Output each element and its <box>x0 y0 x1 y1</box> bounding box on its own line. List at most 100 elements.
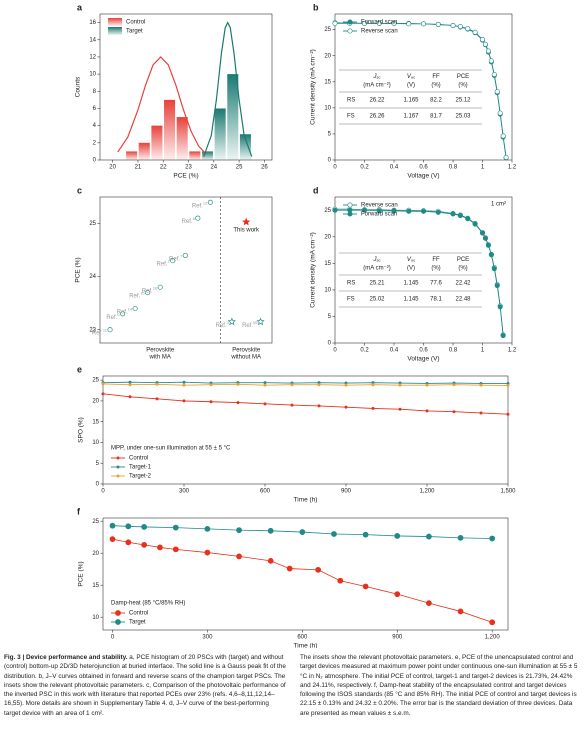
table-header: Jsc <box>373 257 381 263</box>
marker <box>263 381 267 385</box>
histogram-bar <box>189 151 201 160</box>
marker <box>398 383 402 387</box>
marker <box>317 404 321 408</box>
point-label: Ref.2 <box>156 259 170 268</box>
x-tick-label: 1,500 <box>500 489 516 495</box>
marker <box>452 410 456 414</box>
legend-label: Control <box>129 456 148 462</box>
ref-number: 55 <box>253 320 258 325</box>
ref-number: 4 <box>227 320 230 325</box>
marker <box>376 208 382 214</box>
marker <box>500 133 506 139</box>
x-tick-label: 0.2 <box>360 165 369 171</box>
header-symbol: V <box>407 257 412 263</box>
category-label: Perovskite <box>232 348 261 354</box>
marker <box>435 21 441 27</box>
marker <box>347 202 353 208</box>
x-tick-label: 0 <box>333 165 337 171</box>
table-header-unit: (mA cm⁻²) <box>363 83 391 89</box>
ref-number: 16 <box>153 285 158 290</box>
y-tick-label: 10 <box>324 105 331 111</box>
series-line <box>335 22 507 158</box>
marker <box>488 252 494 258</box>
marker <box>491 71 497 77</box>
marker <box>371 406 375 410</box>
y-tick-label: 5 <box>328 314 332 320</box>
marker <box>361 20 367 26</box>
table-header-unit: (%) <box>431 83 440 89</box>
star-marker <box>227 317 236 326</box>
table-header-unit: (mA cm⁻²) <box>363 266 391 272</box>
marker <box>109 522 116 529</box>
caption-title: Fig. 3 | Device performance and stabilit… <box>4 654 128 661</box>
marker <box>315 566 322 573</box>
marker <box>491 266 497 272</box>
series-line <box>112 525 493 539</box>
marker <box>479 37 485 43</box>
y-tick-label: 15 <box>324 79 331 85</box>
marker <box>116 474 120 478</box>
y-tick-label: 0 <box>96 482 100 488</box>
point-label: Ref.55 <box>242 320 258 329</box>
x-axis-label: Voltage (V) <box>407 173 439 180</box>
marker <box>207 199 213 205</box>
marker <box>344 383 348 387</box>
marker <box>116 465 120 469</box>
x-tick-label: 25 <box>236 165 243 171</box>
marker <box>157 544 163 551</box>
y-tick-label: 25 <box>89 221 96 227</box>
point-label: Ref.14 <box>117 307 133 316</box>
ref-number: 6 <box>117 312 120 317</box>
ref-number: 7 <box>180 253 183 258</box>
y-tick-label: 20 <box>92 551 99 557</box>
table-cell: 25.12 <box>455 98 471 104</box>
x-tick-label: 1.2 <box>508 165 517 171</box>
marker <box>506 384 510 388</box>
marker <box>465 26 471 32</box>
x-tick-label: 1 <box>481 165 485 171</box>
marker <box>489 619 496 626</box>
x-tick-label: 1 <box>481 348 485 354</box>
marker <box>472 29 478 35</box>
point-label: Ref.7 <box>169 253 183 262</box>
ref-number: 12 <box>203 200 208 205</box>
y-tick-label: 10 <box>89 72 96 78</box>
marker <box>182 252 188 258</box>
x-tick-label: 21 <box>135 165 142 171</box>
ref-name: Ref. <box>216 322 227 328</box>
table-header: PCE <box>457 74 469 80</box>
marker <box>506 412 510 416</box>
marker <box>344 405 348 409</box>
marker <box>155 397 159 401</box>
marker <box>332 20 338 26</box>
marker <box>371 383 375 387</box>
y-tick-label: 14 <box>89 37 96 43</box>
marker <box>482 235 488 241</box>
marker <box>172 524 179 531</box>
marker <box>109 536 116 543</box>
marker <box>107 327 113 333</box>
marker <box>116 456 120 460</box>
marker <box>479 230 485 236</box>
plot-frame <box>102 517 509 631</box>
table-header-unit: (%) <box>431 266 440 272</box>
histogram-bar <box>164 99 176 160</box>
x-tick-label: 600 <box>297 635 308 641</box>
table-header: FF <box>432 257 440 263</box>
table-cell: RS <box>347 281 355 287</box>
marker <box>141 541 148 548</box>
marker <box>286 565 293 572</box>
marker <box>132 305 138 312</box>
x-tick-label: 22 <box>160 165 167 171</box>
ref-name: Ref. <box>156 261 167 267</box>
histogram-bar <box>138 142 150 160</box>
y-axis-label: Counts <box>75 76 82 97</box>
panel-label: b <box>313 2 319 12</box>
marker <box>267 557 274 564</box>
header-subscript: sc <box>377 258 381 263</box>
x-tick-label: 1,200 <box>419 489 435 495</box>
annotation: Damp-heat (85 °C/85% RH) <box>111 601 185 607</box>
legend-swatch <box>108 18 122 26</box>
header-subscript: oc <box>411 258 415 263</box>
